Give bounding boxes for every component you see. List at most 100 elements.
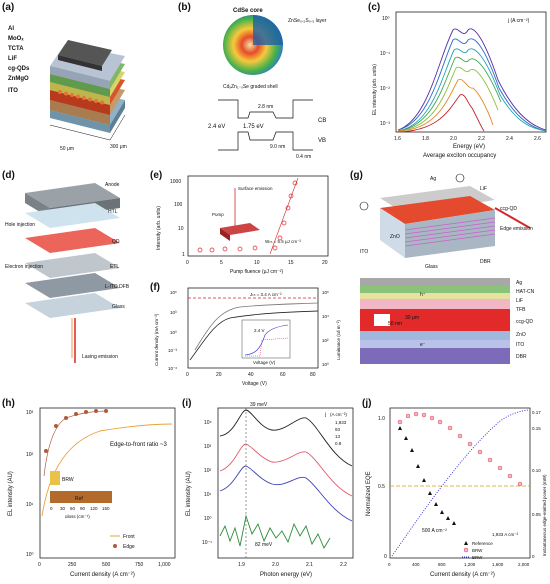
c-ytick-1: 10⁻¹ <box>380 51 390 57</box>
h-brw: BRW <box>62 477 74 483</box>
c-xlabel2: Average exciton occupancy <box>423 153 496 159</box>
g-stack-7: DBR <box>516 354 527 360</box>
h-legend-front: Front <box>123 534 135 540</box>
energy-2-4ev: 2.4 eV <box>208 124 225 130</box>
i-legend-2: 13 <box>335 434 341 439</box>
i-ytick-1: 10³ <box>204 444 212 450</box>
f-ylabel: Current density (mA cm⁻²) <box>154 313 159 366</box>
j-y2tick-1: 0.05 <box>532 512 541 517</box>
g-glass: Glass <box>425 264 438 270</box>
layer-cgqds: cg-QDs <box>8 66 30 72</box>
i-ytick-5: 10⁻¹ <box>202 540 212 546</box>
chart-e: 1000 100 10 1 0 5 10 15 20 Pump fluence … <box>156 175 329 275</box>
g-w50: 50 nm <box>388 321 402 327</box>
f-xtick-0: 0 <box>186 372 189 378</box>
f-xtick-3: 60 <box>280 372 286 378</box>
i-legend-3: 0.8 <box>335 441 342 446</box>
f-ytick-3: 10⁻³ <box>168 348 177 353</box>
panel-h: (h) 10³ 10² 10¹ 10⁰ 0 250 500 750 1,000 … <box>0 396 180 579</box>
c-legend-title: j (A cm⁻²) <box>507 18 530 24</box>
i-xtick-0: 1.9 <box>238 562 245 568</box>
cb-label: CB <box>318 118 326 124</box>
j-xlabel: Current density (A cm⁻²) <box>430 572 495 578</box>
i-curves <box>219 409 353 549</box>
h-edge-points <box>44 409 108 453</box>
i-ytick-0: 10⁴ <box>204 420 212 426</box>
qd-schematic-b: CdSe core ZnSe₀.₅S₀.₅ layer CdₓZn₁₋ₓSe g… <box>208 8 327 160</box>
shell-label: CdₓZn₁₋ₓSe graded shell <box>223 84 278 90</box>
e-xtick-3: 15 <box>288 260 294 266</box>
d-anode: Anode <box>105 182 120 188</box>
j-brw-points <box>397 411 523 487</box>
e-ytick-3: 1 <box>182 252 185 258</box>
e-ytick-2: 10 <box>178 226 184 232</box>
chart-c: 10⁰ 10⁻¹ 10⁻² 10⁻³ 1.6 1.8 2.0 2.2 2.4 2… <box>372 11 547 159</box>
g-lif: LiF <box>480 186 487 192</box>
i-xtick-3: 2.2 <box>340 562 347 568</box>
e-pump: Pump <box>212 212 224 217</box>
layer-znmgo: ZnMgO <box>8 76 29 82</box>
c-xlabel: Energy (eV) <box>453 144 485 150</box>
dim-50um: 50 μm <box>60 146 74 152</box>
j-legend: Reference BRW BRW <box>462 541 493 560</box>
f-inset-x: Voltage (V) <box>253 360 276 365</box>
layer-al: Al <box>8 26 14 32</box>
j-ytick-0: 1.0 <box>378 416 385 422</box>
g-stack-3: TFB <box>516 307 526 313</box>
g-stack-5: ZnO <box>516 332 526 338</box>
g-ag: Ag <box>430 176 436 182</box>
h-inset-x: αloss (cm⁻¹) <box>65 514 90 519</box>
c-curves <box>397 28 547 133</box>
chart-f: 10⁶ 10³ 10⁰ 10⁻³ 10⁻⁶ 10⁶ 10⁴ 10² 10⁰ 0 … <box>154 287 341 387</box>
f-inset-v: 2.4 V <box>254 328 265 333</box>
e-xtick-4: 20 <box>322 260 328 266</box>
layer-ito: ITO <box>8 88 18 94</box>
chart-j-frame <box>389 407 531 559</box>
g-zno: ZnO <box>390 234 400 240</box>
g-stack <box>360 278 510 364</box>
band-diagram <box>218 99 313 151</box>
panel-e: (e) 1000 100 10 1 0 5 10 15 20 Pump flue… <box>150 168 340 278</box>
j-ylabel2: Instantaneous edge-emitted power (mW) <box>542 474 547 556</box>
f-ytick-4: 10⁻⁶ <box>168 366 177 371</box>
g-ccg: ccg-QD <box>500 206 517 212</box>
h-inset-tick-4: 120 <box>90 506 98 511</box>
g-dbr: DBR <box>480 259 491 265</box>
h-xtick-4: 1,000 <box>158 562 171 568</box>
d-hole-injection: Hole injection <box>5 222 35 228</box>
i-legend-title: j <box>324 412 326 418</box>
c-xtick-0: 1.6 <box>394 136 401 142</box>
i-xtick-2: 2.1 <box>306 562 313 568</box>
j-xtick-5: 2,000 <box>518 562 530 567</box>
g-edge: Edge emission <box>500 226 533 232</box>
chart-h: 10³ 10² 10¹ 10⁰ 0 250 500 750 1,000 Curr… <box>8 407 176 578</box>
j-xtick-1: 400 <box>412 562 420 567</box>
h-inset-tick-1: 30 <box>60 506 66 511</box>
i-legend-0: 1,933 <box>335 420 347 425</box>
d-glass: Glass <box>112 304 125 310</box>
h-ytick-0: 10³ <box>26 410 34 416</box>
h-xlabel: Current density (A cm⁻²) <box>70 572 135 578</box>
j-y2tick-3: 0.15 <box>532 426 541 431</box>
panel-label-j: (j) <box>362 398 372 409</box>
e-ytick-0: 1000 <box>170 179 181 185</box>
j-ytick-2: 0 <box>384 554 387 560</box>
h-legend: Front Edge <box>110 534 135 550</box>
d-electron-injection: Electron injection <box>5 264 43 270</box>
j-ann1: 500 A cm⁻² <box>422 528 447 534</box>
f-xtick-4: 80 <box>310 372 316 378</box>
c-ylabel: EL intensity (arb. units) <box>372 64 378 115</box>
chart-c-yticks: 10⁰ 10⁻¹ 10⁻² 10⁻³ <box>380 16 390 127</box>
f-y2tick-0: 10⁶ <box>322 290 329 295</box>
g-stack-1: HAT-CN <box>516 289 535 295</box>
device-schematic-d: Anode HTL Hole injection QD ETL Electron… <box>5 182 130 363</box>
j-ylabel: Normalized EQE <box>366 471 372 516</box>
j-reference-points <box>398 426 456 525</box>
layer-lif: LiF <box>8 56 17 62</box>
j-legend-1: BRW <box>472 548 483 553</box>
h-inset-tick-0: 0 <box>50 506 53 511</box>
g-hplus: h⁺ <box>420 292 426 298</box>
chart-h-frame <box>39 407 176 559</box>
i-ytick-3: 10¹ <box>204 492 212 498</box>
chart-c-frame <box>395 11 547 133</box>
